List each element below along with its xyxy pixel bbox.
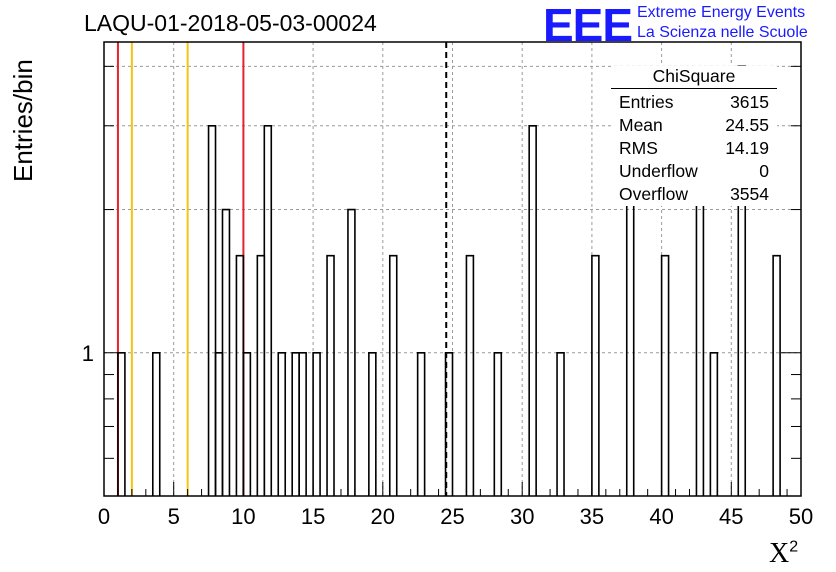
y-tick-label: 1 [82, 341, 94, 366]
logo-line-2: La Scienza nelle Scuole [637, 24, 808, 41]
x-tick-label: 15 [301, 504, 325, 529]
histogram-bins [117, 65, 781, 496]
logo-line-1: Extreme Energy Events [637, 4, 806, 21]
stats-row: Mean 24.55 [611, 114, 777, 137]
histogram-bin [772, 254, 781, 496]
histogram-bin [117, 351, 126, 496]
stats-row-label: Overflow [619, 184, 689, 204]
x-tick-label: 5 [168, 504, 180, 529]
histogram-bin [528, 124, 537, 496]
histogram-bin [388, 254, 398, 496]
axis-ticks: 0 5 10 15 20 25 30 35 40 45 50 1 [82, 65, 813, 529]
histogram-bin [312, 351, 321, 496]
stats-row-label: Mean [619, 115, 663, 135]
histogram-bin [291, 351, 300, 496]
histogram-bin [256, 254, 266, 496]
chart-title: LAQU-01-2018-05-03-00024 [84, 10, 377, 36]
histogram-bin [263, 124, 273, 496]
histogram-bin [326, 254, 335, 496]
histogram-bin [298, 351, 307, 496]
stats-row: Overflow 3554 [611, 183, 777, 206]
stats-row-label: Underflow [619, 161, 698, 181]
histogram-bin [277, 351, 287, 496]
x-tick-label: 35 [580, 504, 604, 529]
stats-row-value: 14.19 [725, 138, 769, 158]
histogram-bin [709, 351, 719, 496]
histogram-bin [207, 124, 217, 496]
x-tick-label: 20 [371, 504, 395, 529]
histogram-bin [221, 208, 231, 496]
histogram-bin [444, 351, 454, 496]
stats-title: ChiSquare [611, 66, 777, 89]
histogram-bin [556, 351, 565, 496]
stats-box: ChiSquare Entries 3615 Mean 24.55 RMS 14.19 Un… [611, 66, 777, 206]
stats-row: Underflow 0 [611, 160, 777, 183]
histogram-bin [591, 254, 600, 496]
stats-row: RMS 14.19 [611, 137, 777, 160]
x-axis-label-main: X [769, 538, 790, 569]
stats-row-value: 0 [759, 161, 769, 181]
x-tick-label: 50 [789, 504, 813, 529]
x-axis-label-superscript: 2 [789, 538, 799, 556]
histogram-bin [493, 351, 503, 496]
stats-row-value: 3554 [730, 184, 769, 204]
x-tick-label: 30 [510, 504, 534, 529]
histogram-bin [347, 208, 356, 496]
x-tick-label: 0 [98, 504, 110, 529]
eee-logo: EEE [543, 0, 633, 51]
stats-row-value: 3615 [730, 92, 769, 112]
stats-row-label: Entries [619, 92, 674, 112]
stats-rows: Entries 3615 Mean 24.55 RMS 14.19 Underflow 0 Ov… [611, 91, 777, 206]
stats-row-value: 24.55 [725, 115, 769, 135]
histogram-bin [416, 351, 426, 496]
x-axis-label: X2 [769, 538, 798, 570]
x-tick-label: 25 [440, 504, 464, 529]
stats-row: Entries 3615 [611, 91, 777, 114]
stats-row-label: RMS [619, 138, 658, 158]
x-tick-label: 40 [649, 504, 673, 529]
x-tick-label: 45 [719, 504, 743, 529]
x-tick-label: 10 [231, 504, 255, 529]
histogram-bin [214, 351, 224, 496]
histogram-bin [465, 254, 475, 496]
histogram-bin [235, 254, 245, 496]
histogram-bin [368, 351, 377, 496]
histogram-bin [151, 351, 161, 496]
histogram-bin [242, 351, 252, 496]
histogram-bin [660, 254, 670, 496]
